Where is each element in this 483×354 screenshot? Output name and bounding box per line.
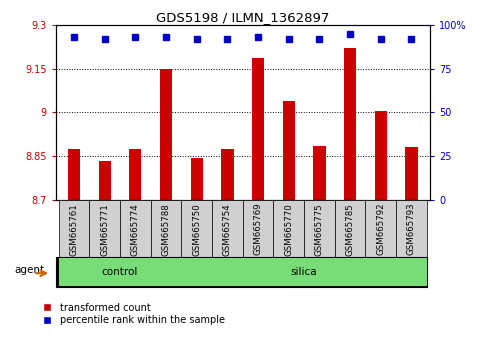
Text: GSM665761: GSM665761 (70, 203, 78, 256)
Bar (212, 200, 243, 257)
Bar (221, 149, 233, 200)
Bar (273, 200, 304, 257)
Legend: transformed count, percentile rank within the sample: transformed count, percentile rank withi… (34, 299, 229, 329)
Text: GSM665792: GSM665792 (376, 203, 385, 256)
Text: agent: agent (14, 265, 44, 275)
Bar (335, 200, 366, 257)
Bar (304, 200, 335, 257)
Bar (344, 48, 356, 200)
Text: GSM665785: GSM665785 (346, 203, 355, 256)
Bar (366, 200, 396, 257)
Bar (405, 147, 418, 200)
Text: control: control (102, 267, 138, 277)
Bar (375, 111, 387, 200)
Bar (313, 146, 326, 200)
Bar (160, 69, 172, 200)
Text: GSM665770: GSM665770 (284, 203, 293, 256)
Bar (89, 200, 120, 257)
Bar (99, 161, 111, 200)
Bar (191, 158, 203, 200)
Bar (58, 200, 89, 257)
Text: GSM665769: GSM665769 (254, 203, 263, 256)
Title: GDS5198 / ILMN_1362897: GDS5198 / ILMN_1362897 (156, 11, 329, 24)
Bar (252, 58, 264, 200)
Text: GSM665788: GSM665788 (161, 203, 170, 256)
Bar (181, 200, 212, 257)
Text: GSM665775: GSM665775 (315, 203, 324, 256)
Text: silica: silica (291, 267, 317, 277)
Text: GSM665750: GSM665750 (192, 203, 201, 256)
Bar (181, 258, 427, 286)
Bar (120, 200, 151, 257)
Bar (396, 200, 427, 257)
Bar (151, 200, 181, 257)
Bar (58, 258, 181, 286)
Bar (129, 149, 142, 200)
Bar (283, 101, 295, 200)
Text: GSM665771: GSM665771 (100, 203, 109, 256)
Bar (243, 200, 273, 257)
Text: GSM665774: GSM665774 (131, 203, 140, 256)
Text: GSM665754: GSM665754 (223, 203, 232, 256)
Bar (68, 149, 80, 200)
Text: GSM665793: GSM665793 (407, 203, 416, 256)
